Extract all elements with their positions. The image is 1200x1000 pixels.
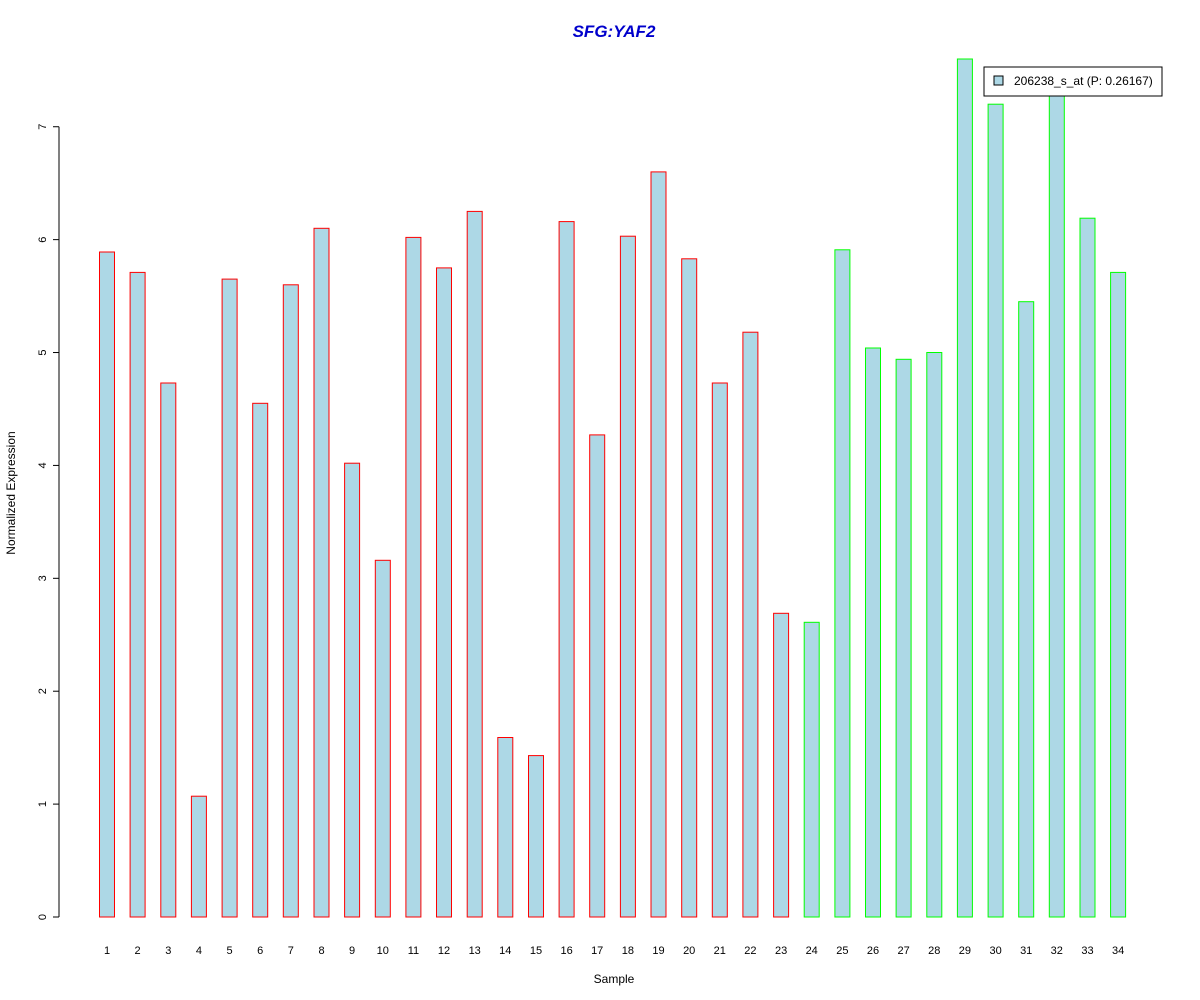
- bars: [99, 58, 1127, 918]
- bar: [681, 258, 698, 918]
- bar: [711, 382, 728, 918]
- y-axis: 0 1 2 3 4 5 6 7: [37, 124, 60, 920]
- bar: [160, 382, 177, 918]
- x-tick-label: 11: [408, 945, 419, 957]
- bar: [589, 434, 606, 918]
- bar: [1079, 217, 1096, 918]
- x-tick-label: 26: [867, 945, 879, 957]
- x-tick-label: 4: [196, 945, 202, 957]
- legend-box: [983, 66, 1163, 97]
- x-tick-label: 17: [591, 945, 603, 957]
- x-tick-label: 30: [989, 945, 1001, 957]
- bar: [190, 795, 207, 918]
- bar: [99, 251, 115, 918]
- bar: [374, 559, 391, 918]
- x-tick-label: 13: [469, 945, 481, 957]
- bar: [619, 235, 636, 918]
- y-tick-label: 5: [37, 349, 49, 355]
- bar: [313, 227, 330, 918]
- bar: [1018, 301, 1035, 918]
- bar: [742, 331, 759, 918]
- x-tick-label: 21: [714, 945, 726, 957]
- x-tick-label: 28: [928, 945, 940, 957]
- x-tick-label: 16: [560, 945, 572, 957]
- bar: [834, 249, 851, 918]
- x-tick-label: 18: [622, 945, 634, 957]
- x-tick-label: 19: [652, 945, 664, 957]
- bar: [1048, 92, 1065, 918]
- bar: [344, 462, 361, 918]
- x-tick-label: 10: [377, 945, 389, 957]
- bar: [497, 737, 514, 918]
- bar: [436, 267, 452, 918]
- x-tick-label: 22: [744, 945, 756, 957]
- x-tick-label: 32: [1051, 945, 1063, 957]
- x-tick-label: 3: [165, 945, 171, 957]
- bar: [221, 278, 238, 918]
- x-tick-label: 23: [775, 945, 787, 957]
- y-tick-label: 7: [37, 124, 49, 130]
- bar: [129, 271, 146, 918]
- x-tick-label: 8: [318, 945, 324, 957]
- legend-swatch: [993, 75, 1004, 86]
- x-tick-label: 24: [806, 945, 818, 957]
- bar: [650, 171, 667, 918]
- y-tick-label: 2: [37, 688, 49, 694]
- bar: [282, 284, 299, 918]
- y-tick-label: 4: [37, 462, 49, 468]
- bar: [865, 347, 881, 918]
- bar: [987, 103, 1004, 918]
- x-tick-label: 14: [499, 945, 511, 957]
- bar: [956, 58, 973, 918]
- bar: [926, 352, 943, 918]
- x-tick-labels: 1 2 3 4 5 6 7 8 9 10 11 12 13 14 15 16 17 18 19 20 21 22 23 24 2…: [104, 945, 1124, 957]
- bar: [405, 236, 422, 918]
- x-tick-label: 33: [1081, 945, 1093, 957]
- bar: [773, 612, 790, 918]
- x-tick-label: 6: [257, 945, 263, 957]
- x-tick-label: 25: [836, 945, 848, 957]
- legend: 206238_s_at (P: 0.26167): [983, 66, 1163, 97]
- bar: [252, 402, 269, 918]
- y-tick-label: 0: [37, 914, 49, 920]
- y-tick-label: 3: [37, 575, 49, 581]
- x-tick-label: 5: [227, 945, 233, 957]
- x-tick-label: 29: [959, 945, 971, 957]
- bar: [558, 221, 575, 918]
- bar: [528, 755, 544, 918]
- x-axis-title: Sample: [594, 972, 635, 986]
- y-tick-label: 6: [37, 237, 49, 243]
- bar: [1110, 271, 1127, 918]
- x-tick-label: 27: [897, 945, 909, 957]
- chart-title: SFG:YAF2: [573, 22, 656, 41]
- legend-label: 206238_s_at (P: 0.26167): [1014, 74, 1153, 88]
- bar: [466, 210, 483, 918]
- x-tick-label: 20: [683, 945, 695, 957]
- x-tick-label: 31: [1020, 945, 1032, 957]
- bar: [895, 358, 912, 918]
- x-tick-label: 9: [349, 945, 355, 957]
- x-tick-label: 1: [104, 945, 110, 957]
- x-tick-label: 12: [438, 945, 450, 957]
- y-tick-label: 1: [37, 801, 49, 807]
- y-axis-title: Normalized Expression: [4, 431, 18, 554]
- x-tick-label: 7: [288, 945, 294, 957]
- x-tick-label: 34: [1112, 945, 1124, 957]
- bar: [803, 621, 820, 918]
- x-tick-label: 15: [530, 945, 542, 957]
- x-tick-label: 2: [135, 945, 141, 957]
